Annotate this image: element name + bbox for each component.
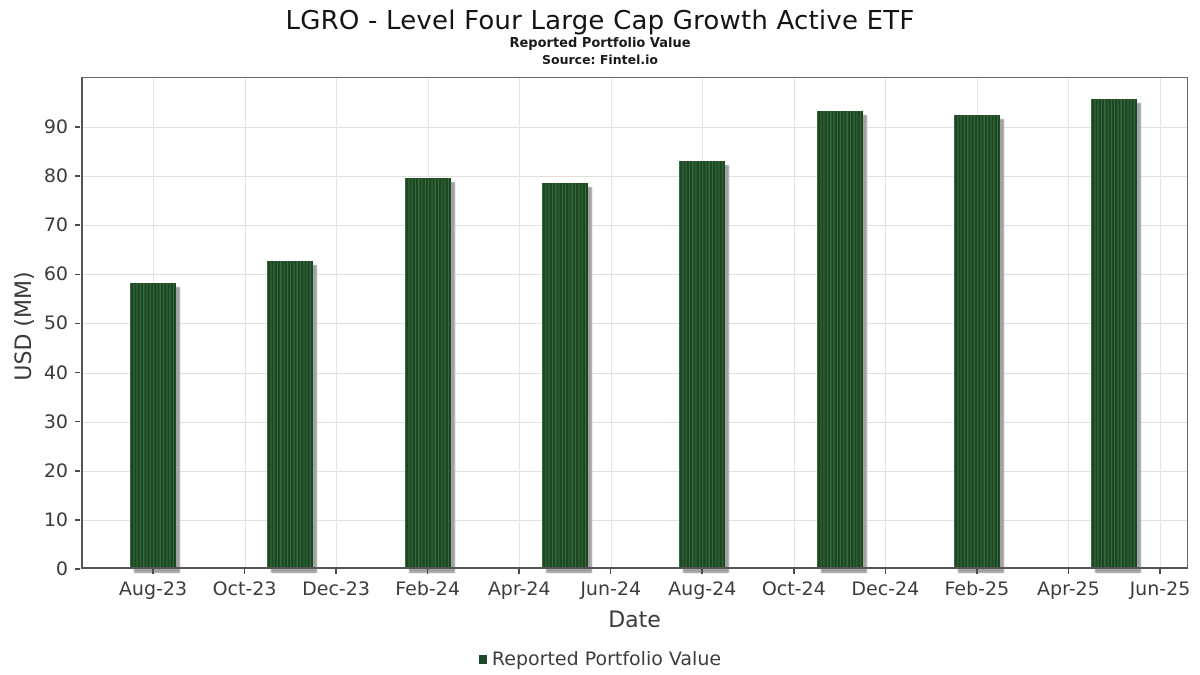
chart-source: Source: Fintel.io [542,52,658,67]
y-tick-mark [75,273,80,276]
x-tick-mark [1067,569,1070,574]
legend-label: Reported Portfolio Value [491,648,722,670]
x-tick-label: Aug-24 [668,578,737,600]
y-gridline [81,421,1188,423]
x-gridline [519,77,521,569]
x-gridline [336,77,338,569]
x-tick-mark [976,569,978,574]
y-tick-label: 10 [43,508,68,531]
x-gridline [793,77,795,569]
bar [679,161,726,569]
x-tick-mark [609,569,612,574]
bar [129,283,176,569]
y-axis-title: USD (MM) [12,271,37,381]
x-tick-label: Aug-23 [118,578,188,600]
y-tick-label: 0 [55,558,68,580]
chart-title: LGRO - Level Four Large Cap Growth Activ… [285,6,915,36]
y-tick-mark [75,568,80,570]
y-gridline [81,372,1188,374]
x-tick-mark [243,569,246,574]
y-tick-mark [75,470,80,472]
y-gridline [81,519,1188,521]
bar [541,182,588,569]
x-tick-mark [426,569,429,574]
x-gridline [1068,77,1070,569]
y-tick-mark [75,224,80,226]
y-gridline [81,323,1188,325]
y-tick-label: 20 [43,459,68,482]
plot-area: 0 10 20 30 40 50 60 70 80 90 Aug-23 Oct-23 Dec-23 Feb… [44,77,1190,600]
y-gridline [81,225,1188,227]
y-gridline [81,126,1188,128]
y-tick-mark [75,322,80,325]
x-tick-label: Apr-25 [1037,578,1100,600]
y-tick-label: 50 [43,312,68,335]
bar [1091,98,1138,569]
y-gridline [81,176,1188,178]
x-tick-mark [335,569,337,574]
y-tick-mark [75,420,80,423]
y-tick-label: 80 [43,165,68,188]
x-tick-label: Dec-23 [302,578,370,600]
x-tick-label: Feb-24 [395,578,460,600]
x-gridline [610,77,612,569]
y-tick-mark [75,371,80,374]
y-tick-label: 60 [43,263,68,286]
x-gridline [244,77,246,569]
legend-swatch-icon [478,655,487,664]
y-gridline [81,274,1188,276]
bar [267,261,314,569]
y-tick-label: 70 [43,214,68,237]
x-tick-mark [793,569,795,574]
x-tick-label: Oct-24 [761,578,826,600]
x-tick-label: Dec-24 [851,578,920,600]
bar [816,111,863,569]
y-gridline [81,470,1188,472]
legend: Reported Portfolio Value [0,646,1200,672]
x-tick-label: Apr-24 [487,578,551,600]
y-tick-label: 30 [43,410,68,433]
x-tick-label: Feb-25 [944,578,1010,600]
x-tick-mark [884,569,887,574]
x-tick-label: Jun-25 [1129,578,1191,600]
x-tick-label: Jun-24 [580,578,642,600]
x-tick-mark [518,569,520,574]
x-tick-label: Oct-23 [212,578,277,600]
bar [404,178,451,569]
x-axis-title: Date [608,608,661,633]
y-tick-mark [75,519,80,521]
y-tick-label: 40 [43,361,68,384]
chart-subtitle: Reported Portfolio Value [509,36,691,51]
x-tick-mark [701,569,703,574]
bar [953,115,1000,569]
x-gridline [1159,77,1161,569]
x-gridline [885,77,887,569]
x-tick-mark [152,569,154,574]
y-tick-mark [75,126,80,128]
y-tick-label: 90 [43,115,68,138]
x-tick-mark [1159,569,1161,574]
y-tick-mark [75,175,80,177]
